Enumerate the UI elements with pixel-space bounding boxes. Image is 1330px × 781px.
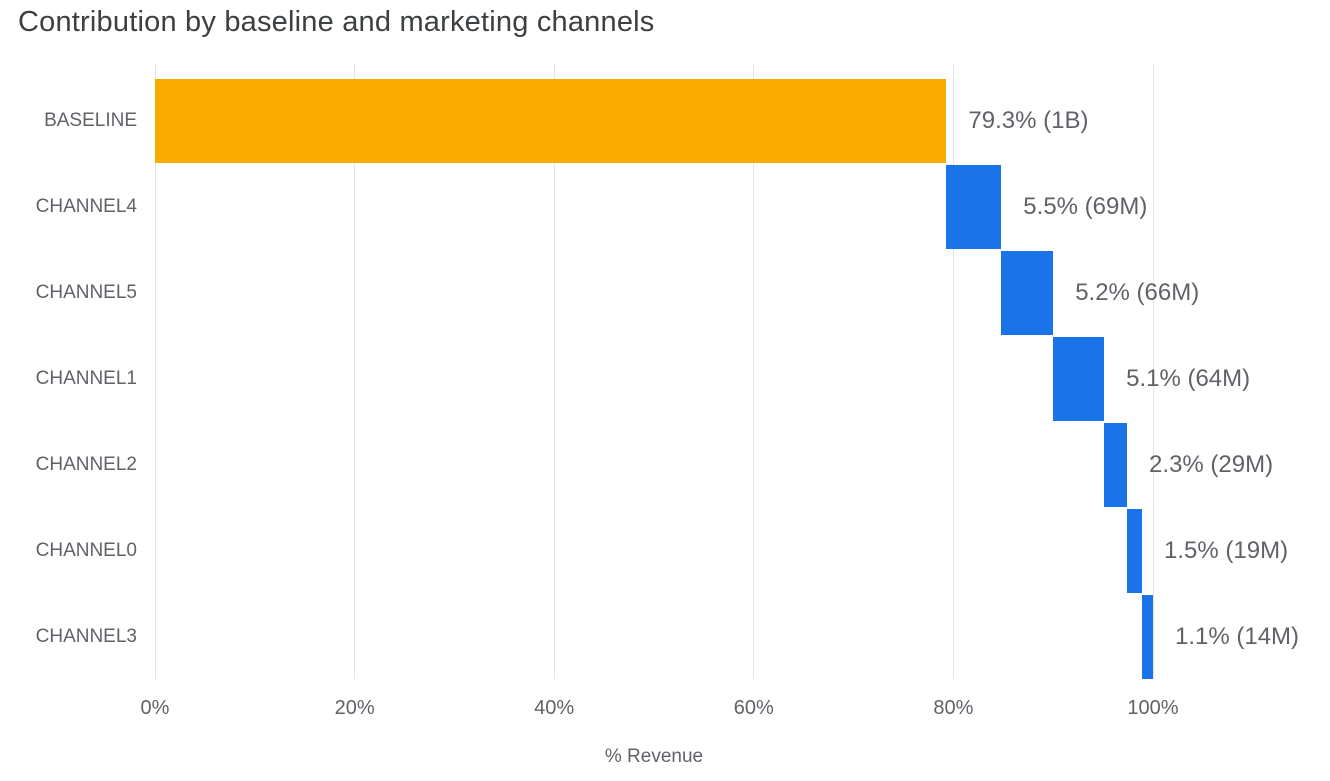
x-tick-label: 40% <box>534 697 575 719</box>
category-label-channel0: CHANNEL0 <box>35 540 137 561</box>
bar-channel0[interactable] <box>1127 509 1143 593</box>
category-label-channel4: CHANNEL4 <box>35 196 137 217</box>
value-label-channel0: 1.5% (19M) <box>1164 537 1289 564</box>
bar-baseline[interactable] <box>155 79 947 163</box>
chart-title: Contribution by baseline and marketing c… <box>18 6 655 38</box>
category-label-baseline: BASELINE <box>44 110 137 131</box>
value-label-channel4: 5.5% (69M) <box>1023 193 1148 220</box>
gridline-100% <box>1152 64 1154 679</box>
gridline-60% <box>753 64 755 679</box>
gridline-80% <box>952 64 954 679</box>
x-tick-label: 100% <box>1127 697 1179 719</box>
x-tick-label: 80% <box>933 697 974 719</box>
category-label-channel1: CHANNEL1 <box>35 368 137 389</box>
bar-channel1[interactable] <box>1053 337 1105 421</box>
value-label-channel2: 2.3% (29M) <box>1149 451 1274 478</box>
bar-channel4[interactable] <box>946 165 1002 249</box>
x-axis-title: % Revenue <box>604 746 704 767</box>
value-label-channel5: 5.2% (66M) <box>1075 279 1200 306</box>
x-tick-label: 20% <box>334 697 375 719</box>
gridline-40% <box>553 64 555 679</box>
bar-channel5[interactable] <box>1001 251 1054 335</box>
bar-channel3[interactable] <box>1142 595 1153 679</box>
value-label-baseline: 79.3% (1B) <box>968 107 1089 134</box>
gridline-0% <box>154 64 156 679</box>
category-label-channel3: CHANNEL3 <box>35 626 137 647</box>
value-label-channel3: 1.1% (14M) <box>1175 623 1300 650</box>
category-label-channel2: CHANNEL2 <box>35 454 137 475</box>
bar-channel2[interactable] <box>1104 423 1128 507</box>
x-tick-label: 0% <box>140 697 170 719</box>
value-label-channel1: 5.1% (64M) <box>1126 365 1251 392</box>
category-label-channel5: CHANNEL5 <box>35 282 137 303</box>
x-tick-label: 60% <box>733 697 774 719</box>
gridline-20% <box>354 64 356 679</box>
